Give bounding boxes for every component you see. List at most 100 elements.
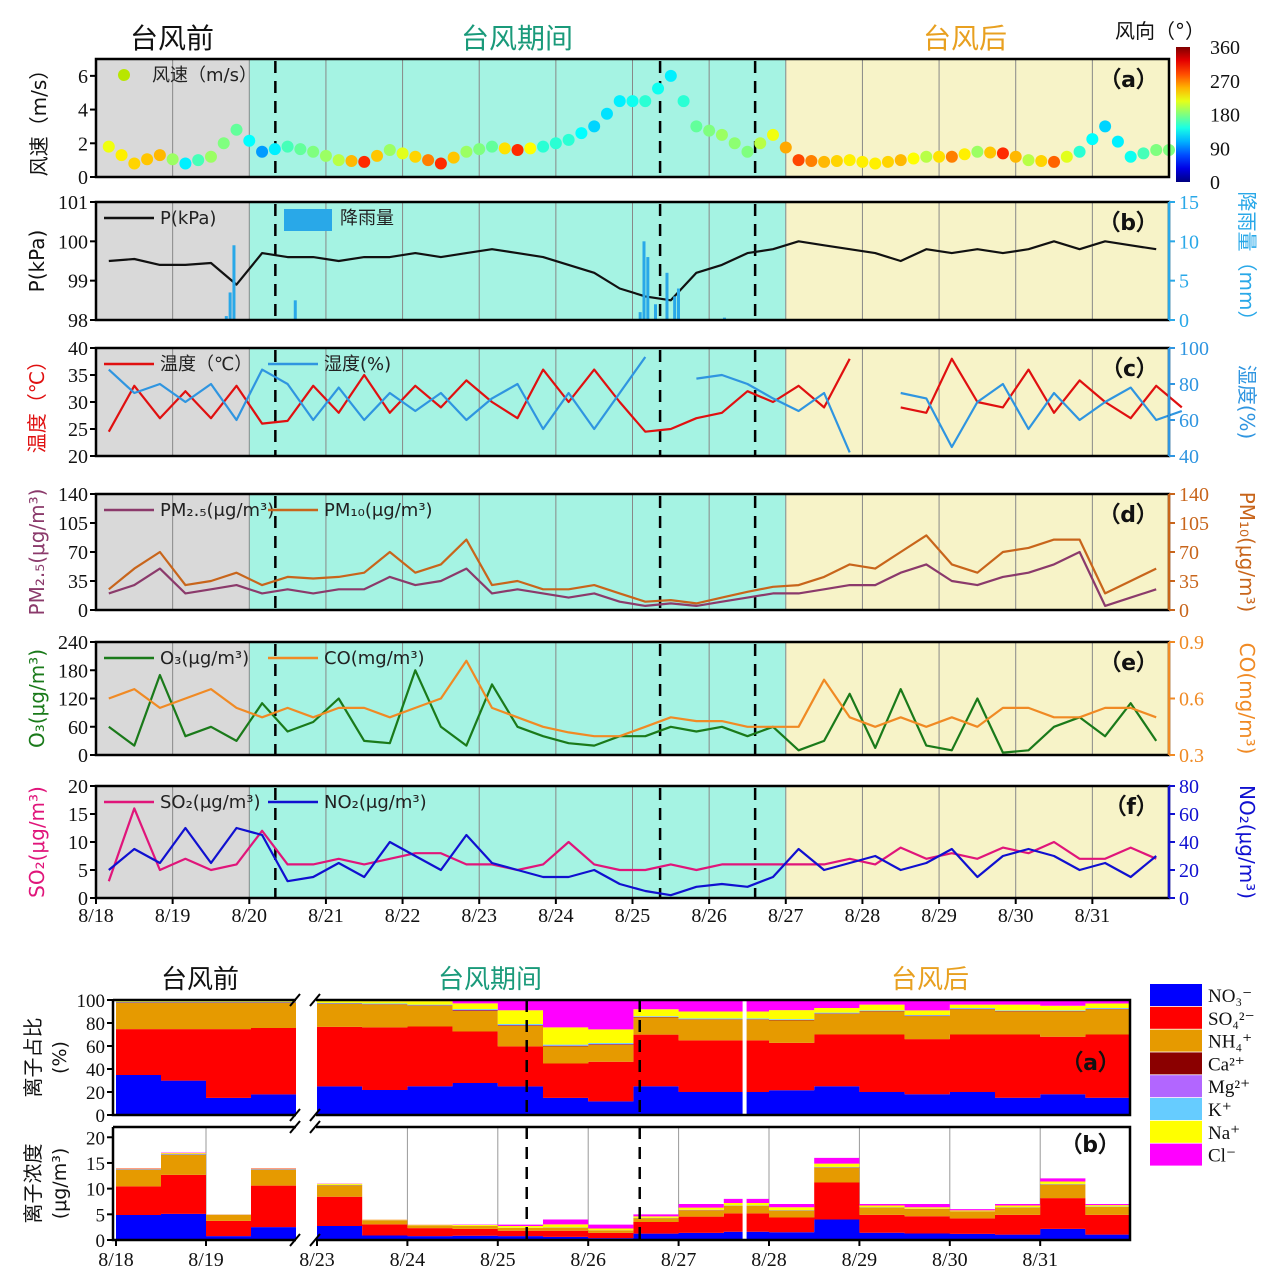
colorbar-tick-label: 0 [1210, 172, 1220, 194]
y-axis-label: SO₂(μg/m³) [25, 786, 49, 898]
area-SO₄²⁻ [116, 1028, 296, 1098]
area-Na⁺ [116, 1153, 296, 1215]
wind-point [1111, 135, 1124, 148]
x-tick-label: 8/30 [932, 1249, 968, 1271]
period-label-pre: 台风前 [130, 22, 214, 55]
y-tick-label: 15 [68, 804, 88, 826]
wind-point [690, 120, 703, 133]
legend-swatch [1150, 984, 1202, 1006]
wind-point [920, 150, 933, 163]
panel-letter: （b） [1060, 1133, 1120, 1158]
legend-swatch [1150, 1120, 1202, 1143]
wind-point [179, 157, 192, 170]
wind-point [1035, 154, 1048, 167]
y-axis-label: PM₂.₅(μg/m³) [25, 489, 49, 616]
y-tick-label: 0 [78, 167, 88, 189]
colorbar-tick-label: 360 [1210, 37, 1240, 59]
area-K⁺ [116, 1001, 296, 1007]
period-background [249, 786, 786, 898]
ion-panel-b: 0 5 10 15 20 离子浓度 (μg/m³) （b） [21, 1120, 1132, 1252]
plot-frame [94, 57, 1171, 179]
legend-label: PM₁₀(μg/m³) [324, 500, 433, 521]
y-tick-label: 240 [58, 632, 88, 654]
y-tick-label: 0 [78, 888, 88, 910]
wind-point [728, 137, 741, 150]
area-SO₄²⁻ [317, 1182, 1131, 1239]
wind-point [843, 154, 856, 167]
axis-break-mark [289, 1120, 301, 1134]
y-right-tick-label: 40 [1179, 446, 1199, 468]
period-label-post: 台风后 [923, 22, 1007, 55]
series-line-温度 [900, 357, 1183, 420]
x-tick-label: 8/27 [768, 905, 804, 927]
colorbar-tick-label: 270 [1210, 71, 1240, 93]
wind-point [128, 157, 141, 170]
wind-point [626, 95, 639, 108]
legend-swatch [1150, 1052, 1202, 1075]
y-axis-label: O₃(μg/m³) [25, 649, 49, 748]
wind-point [869, 157, 882, 170]
wind-point [664, 69, 677, 82]
y-right-axis-label: 降雨量（mm） [1235, 192, 1259, 331]
area-Mg²⁺ [116, 1154, 296, 1215]
wind-point [1086, 133, 1099, 146]
y-tick-label: 0 [78, 745, 88, 767]
y-axis-label: P(kPa) [25, 230, 49, 293]
rain-bar [646, 257, 650, 320]
wind-point [473, 143, 486, 156]
y-tick-label: 60 [68, 717, 88, 739]
rain-bar [232, 245, 236, 320]
panel-letter: （b） [1098, 211, 1158, 236]
period-background [785, 202, 1169, 320]
wind-point [1150, 144, 1163, 157]
y-tick-label: 99 [68, 271, 88, 293]
y-tick-label: 0 [96, 1231, 106, 1252]
colorbar-title: 风向（°） [1115, 19, 1205, 43]
y-tick-label: 100 [58, 231, 88, 253]
y-tick-label: 60 [86, 1037, 105, 1058]
colorbar [1176, 47, 1190, 182]
rain-bar [673, 296, 677, 320]
y-tick-label: 101 [58, 192, 88, 214]
legend-label: 降雨量 [340, 208, 394, 229]
series-line-PM10 [108, 534, 1157, 605]
y-right-tick-label: 100 [1179, 338, 1209, 360]
legend-label: SO₄²⁻ [1208, 1009, 1255, 1030]
x-tick-label: 8/31 [1022, 1249, 1058, 1271]
legend-swatch [1150, 1098, 1202, 1120]
area-K⁺ [116, 1153, 296, 1215]
wind-point [779, 141, 792, 154]
y-axis-label: 离子浓度 [21, 1144, 45, 1224]
legend-label: 温度（℃） [160, 354, 252, 375]
axis-break-mark [289, 993, 301, 1007]
wind-point [460, 145, 473, 158]
wind-point [856, 155, 869, 168]
y-right-tick-label: 10 [1179, 231, 1199, 253]
wind-point [741, 145, 754, 158]
panel-f: 0 5 10 15 20 SO₂(μg/m³) 0 20 40 60 80 NO₂(μg/m³) （f）… [25, 776, 1259, 910]
y-right-tick-label: 35 [1179, 571, 1199, 593]
axis-break-mark [309, 993, 321, 1007]
area-Ca²⁺ [116, 1154, 296, 1215]
legend-swatch [1150, 1006, 1202, 1029]
x-tick-label: 8/23 [299, 1249, 335, 1271]
wind-point [192, 154, 205, 167]
wind-point [907, 152, 920, 165]
legend-label: Ca²⁺ [1208, 1054, 1245, 1075]
y-tick-label: 10 [68, 832, 88, 854]
axis-break-mark [309, 1233, 321, 1247]
period-background [249, 348, 786, 456]
legend-label: 湿度(%) [324, 354, 391, 375]
wind-point [524, 142, 537, 155]
y-tick-label: 30 [68, 392, 88, 414]
wind-point [256, 145, 269, 158]
wind-point [141, 153, 154, 166]
legend-swatch [1150, 1075, 1202, 1098]
x-tick-label: 8/29 [921, 905, 957, 927]
series-line-湿度 [108, 356, 647, 431]
axis-break-gap [296, 1124, 316, 1243]
y-tick-label: 0 [96, 1106, 106, 1127]
legend-label: CO(mg/m³) [324, 648, 425, 669]
wind-point [153, 149, 166, 162]
